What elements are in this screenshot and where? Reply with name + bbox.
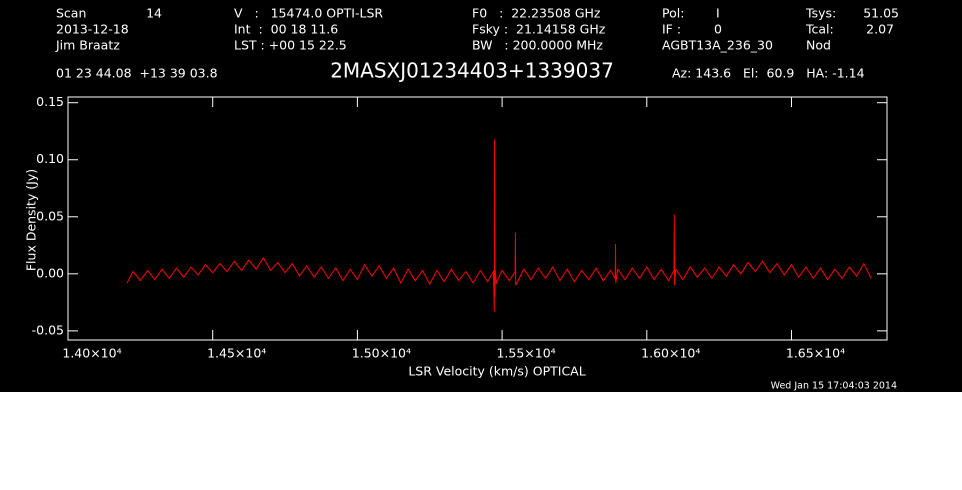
x-tick-label: 1.60×10⁴ bbox=[641, 346, 700, 361]
header-text: 2.07 bbox=[866, 22, 894, 37]
chart-title: 2MASXJ01234403+1339037 bbox=[330, 59, 614, 83]
header-text: Pol: bbox=[662, 6, 684, 21]
header-text: 2013-12-18 bbox=[56, 22, 129, 37]
header-text: I bbox=[716, 6, 720, 21]
header-text: BW : 200.0000 MHz bbox=[472, 38, 603, 53]
header-text: F0 : 22.23508 GHz bbox=[472, 6, 601, 21]
header-text: LST : +00 15 22.5 bbox=[234, 38, 347, 53]
x-tick-label: 1.65×10⁴ bbox=[786, 346, 845, 361]
y-axis-label: Flux Density (Jy) bbox=[24, 169, 39, 271]
y-tick-label: 0.00 bbox=[36, 265, 64, 280]
x-tick-label: 1.50×10⁴ bbox=[352, 346, 411, 361]
x-axis-label: LSR Velocity (km/s) OPTICAL bbox=[408, 364, 585, 379]
spectrum-line bbox=[126, 139, 872, 312]
y-tick-label: -0.05 bbox=[32, 322, 64, 337]
header-text: IF : bbox=[662, 22, 681, 37]
header-text: Scan bbox=[56, 6, 86, 21]
x-tick-label: 1.40×10⁴ bbox=[62, 346, 121, 361]
header-text: 51.05 bbox=[863, 6, 899, 21]
header-text: 0 bbox=[714, 22, 722, 37]
y-tick-label: 0.15 bbox=[36, 94, 64, 109]
header-text: Nod bbox=[806, 38, 831, 53]
y-tick-label: 0.10 bbox=[36, 151, 64, 166]
header-text: Az: 143.6 El: 60.9 HA: -1.14 bbox=[672, 66, 865, 81]
header-text: AGBT13A_236_30 bbox=[662, 38, 773, 53]
y-tick-label: 0.05 bbox=[36, 208, 64, 223]
header-text: Tcal: bbox=[805, 22, 834, 37]
header-text: 14 bbox=[146, 6, 162, 21]
plot-frame bbox=[67, 96, 888, 341]
header-text: Fsky : 21.14158 GHz bbox=[472, 22, 606, 37]
header-text: 01 23 44.08 +13 39 03.8 bbox=[56, 66, 218, 81]
header-text: Jim Braatz bbox=[55, 38, 120, 53]
header-text: Int : 00 18 11.6 bbox=[234, 22, 338, 37]
header-text: Tsys: bbox=[805, 6, 836, 21]
header-text: V : 15474.0 OPTI-LSR bbox=[234, 6, 383, 21]
timestamp: Wed Jan 15 17:04:03 2014 bbox=[771, 381, 897, 392]
background bbox=[0, 0, 962, 392]
x-tick-label: 1.45×10⁴ bbox=[207, 346, 266, 361]
x-tick-label: 1.55×10⁴ bbox=[496, 346, 555, 361]
